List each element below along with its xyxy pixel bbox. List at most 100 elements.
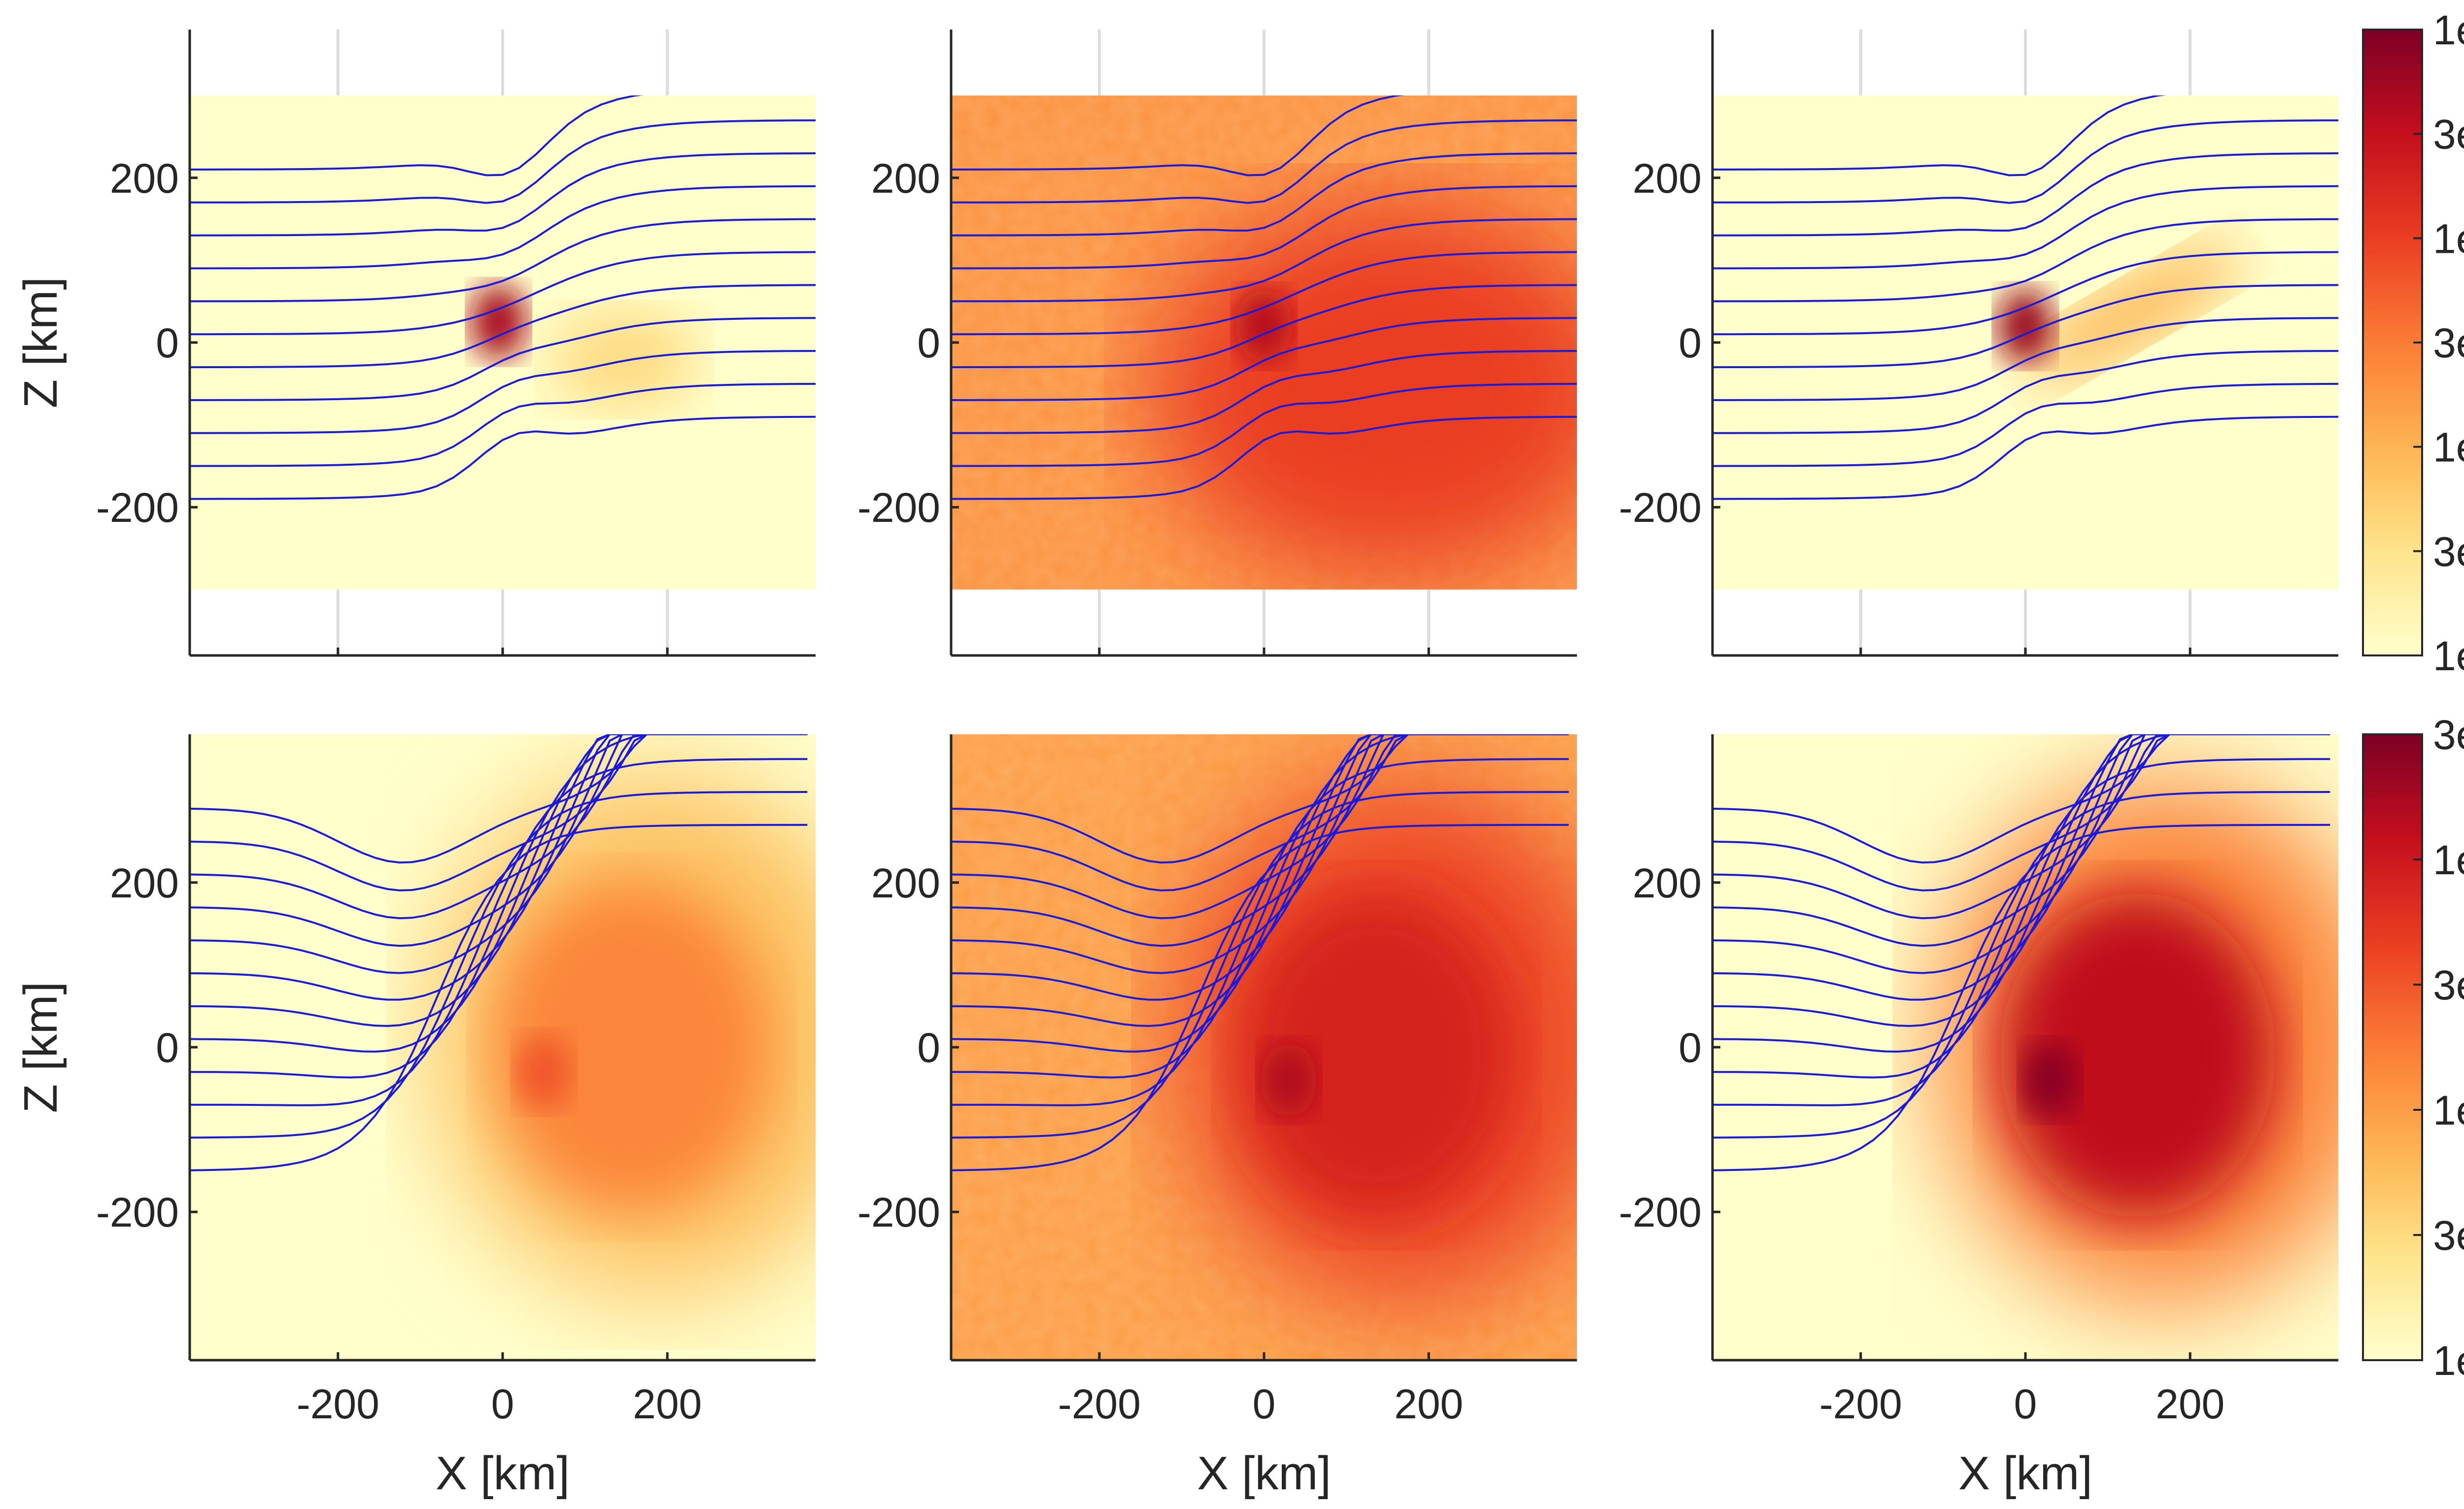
- contour-line: [190, 152, 816, 237]
- heatmap-region: [1238, 892, 1514, 1218]
- x-tick-label: -200: [1058, 1381, 1141, 1427]
- contour-line: [190, 350, 816, 434]
- x-tick-label: 0: [491, 1381, 514, 1427]
- contour-line: [951, 734, 1569, 1053]
- contour-line: [951, 734, 1569, 920]
- contour-line: [190, 734, 808, 1001]
- heatmap-hotspot: [2021, 1042, 2079, 1118]
- axes: -200 0 200: [1619, 30, 2338, 657]
- panel-bottom-left: -200 0 200 -200 0 200 Z [km] X [km]: [14, 734, 816, 1500]
- y-tick-label: 200: [1633, 155, 1702, 202]
- y-tick-label: 0: [1678, 1025, 1702, 1071]
- contour-line: [1712, 734, 2330, 864]
- contour-line: [1712, 734, 2330, 947]
- contour-line: [190, 758, 808, 1106]
- y-tick-label: -200: [857, 1189, 940, 1235]
- contour-line: [951, 758, 1569, 1106]
- contour-line: [1712, 823, 2330, 1171]
- contour-line: [190, 284, 816, 369]
- panel-top-middle: -200 0 200: [857, 30, 1577, 657]
- contour-lines: [1712, 95, 2338, 500]
- contour-line: [1712, 95, 2166, 176]
- heatmap-region: [493, 884, 769, 1210]
- heatmap-field: [190, 95, 816, 590]
- x-tick-label: -200: [1819, 1381, 1902, 1427]
- contour-line: [1712, 251, 2338, 336]
- heatmap-region: [2000, 892, 2276, 1218]
- colorbar-bottom: 1e-083e-081e-073e-071e-063e-06νjonie[s-1…: [2362, 712, 2464, 1384]
- contour-line: [190, 734, 808, 920]
- axes: -200 0 200 -200 0 200 Z [km] X [km]: [14, 734, 816, 1500]
- colorbar-tick-label: 3e-08: [2433, 320, 2464, 366]
- axes: -200 0 200 -200 0 200 X [km]: [1619, 734, 2338, 1500]
- x-tick-label: -200: [297, 1381, 379, 1427]
- axes: -200 0 200 Z [km]: [14, 30, 816, 657]
- heatmap-field: [951, 95, 1577, 590]
- heatmap-hotspot: [470, 284, 527, 360]
- heatmap-hotspot: [1235, 288, 1293, 364]
- heatmap-hotspot: [515, 1034, 572, 1110]
- contour-line: [951, 251, 1577, 336]
- y-tick-label: 200: [110, 860, 179, 906]
- colorbar-gradient: [2362, 29, 2423, 656]
- panel-top-right: -200 0 200: [1619, 30, 2338, 657]
- heatmap-field: [951, 734, 1577, 1360]
- contour-line: [951, 734, 1569, 864]
- y-tick-label: -200: [96, 484, 179, 531]
- y-tick-label: -200: [1619, 1189, 1702, 1235]
- contour-line: [1712, 218, 2338, 303]
- contour-line: [190, 734, 808, 1027]
- contour-line: [190, 317, 816, 401]
- contour-line: [190, 734, 808, 1053]
- contour-line: [190, 415, 816, 500]
- x-axis-title: X [km]: [436, 1447, 570, 1500]
- contour-line: [190, 734, 808, 974]
- contour-line: [1712, 758, 2330, 1106]
- colorbar-tick-label: 1e-06: [2433, 7, 2464, 53]
- contour-line: [951, 734, 1569, 974]
- contour-line: [1712, 317, 2338, 401]
- y-tick-label: -200: [1619, 484, 1702, 531]
- contour-lines: [190, 95, 816, 500]
- contour-line: [190, 185, 816, 270]
- contour-line: [190, 734, 808, 892]
- contour-line: [1712, 734, 2330, 1079]
- contour-line: [1712, 734, 2330, 974]
- contour-line: [951, 350, 1577, 434]
- heatmap-field: [190, 734, 816, 1360]
- contour-lines: [951, 95, 1577, 500]
- contour-line: [1712, 734, 2330, 1001]
- contour-line: [951, 382, 1577, 467]
- colorbar-tick-label: 3e-07: [2433, 962, 2464, 1008]
- contour-line: [1712, 382, 2338, 467]
- contour-line: [951, 734, 1569, 1027]
- contour-line: [1712, 734, 2330, 892]
- contour-line: [190, 95, 643, 176]
- colorbar-tick-label: 3e-08: [2433, 1212, 2464, 1259]
- contour-line: [1712, 734, 2330, 1027]
- y-tick-label: 0: [156, 1025, 179, 1071]
- contour-line: [951, 415, 1577, 500]
- colorbar-top: 1e-093e-091e-083e-081e-073e-071e-06νjoni…: [2362, 7, 2464, 679]
- contour-line: [951, 317, 1577, 401]
- colorbar-tick-label: 3e-06: [2433, 712, 2464, 758]
- colorbar-tick-label: 3e-09: [2433, 528, 2464, 575]
- contour-line: [951, 284, 1577, 369]
- heatmap-region: [2022, 245, 2242, 382]
- contour-line: [951, 734, 1569, 892]
- contour-lines: [190, 734, 808, 1171]
- y-tick-label: 200: [110, 155, 179, 202]
- x-tick-label: 200: [633, 1381, 702, 1427]
- panel-bottom-middle: -200 0 200 -200 0 200 X [km]: [857, 734, 1577, 1500]
- contour-line: [190, 382, 816, 467]
- contour-line: [1712, 152, 2338, 237]
- contour-lines: [951, 734, 1569, 1171]
- axes: -200 0 200: [857, 30, 1577, 657]
- y-tick-label: 0: [917, 1025, 940, 1071]
- contour-line: [190, 734, 808, 864]
- y-axis-title: Z [km]: [14, 982, 67, 1113]
- contour-line: [951, 152, 1577, 237]
- y-tick-label: -200: [857, 484, 940, 531]
- y-tick-label: 0: [917, 320, 940, 366]
